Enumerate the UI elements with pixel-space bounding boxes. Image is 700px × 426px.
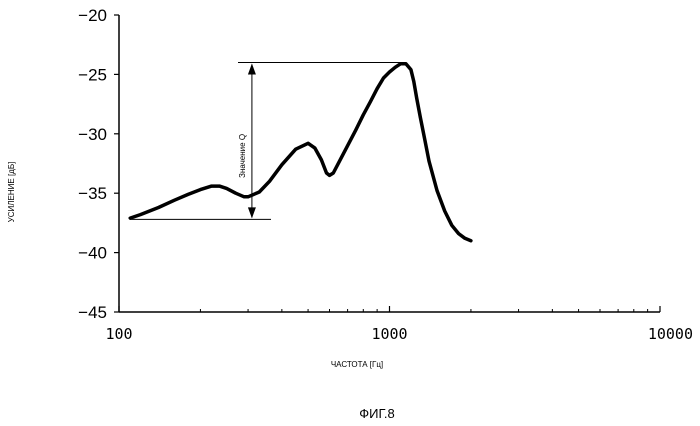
x-tick-label: 1000 — [371, 325, 407, 343]
gain-curve — [130, 64, 471, 241]
y-tick-label: −25 — [78, 65, 107, 84]
y-tick-label: −20 — [78, 6, 107, 25]
y-tick-label: −35 — [78, 184, 107, 203]
x-tick-label: 100 — [105, 325, 132, 343]
x-axis-label: ЧАСТОТА [Гц] — [331, 360, 383, 369]
y-tick-label: −45 — [78, 303, 107, 322]
figure-caption: ФИГ.8 — [359, 406, 395, 421]
y-tick-label: −40 — [78, 244, 107, 263]
q-annotation: Значение Q — [130, 63, 402, 220]
y-axis-label: УСИЛЕНИЕ [дБ] — [7, 162, 16, 223]
y-tick-label: −30 — [78, 125, 107, 144]
q-annotation-label: Значение Q — [238, 134, 247, 178]
y-ticks: −20 −25 −30 −35 −40 −45 — [78, 6, 119, 322]
q-arrow-head-down — [248, 207, 256, 218]
x-tick-label: 10000 — [648, 325, 693, 343]
q-arrow-head-up — [248, 64, 256, 75]
axes — [119, 15, 660, 312]
